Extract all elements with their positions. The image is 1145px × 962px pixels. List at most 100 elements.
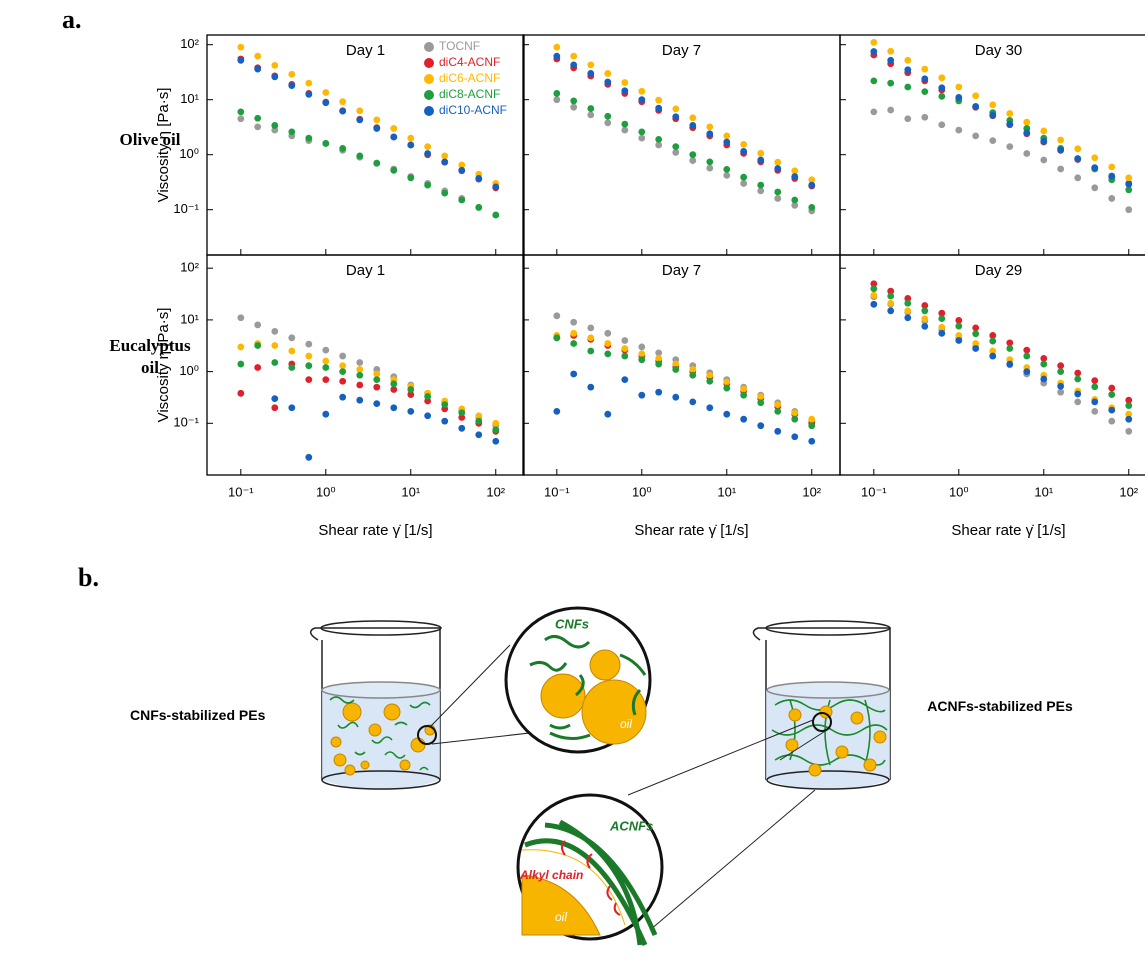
point: [604, 112, 612, 120]
point: [723, 378, 731, 386]
point: [989, 332, 997, 339]
point: [1040, 156, 1048, 164]
chain-label: Alkyl chain: [519, 868, 583, 882]
point: [689, 151, 697, 159]
point: [638, 96, 646, 104]
point: [604, 329, 612, 337]
point: [1006, 345, 1014, 352]
point: [1023, 150, 1031, 157]
point: [458, 161, 466, 169]
y-tick-label: 10⁰: [179, 146, 199, 161]
plot-frame: [206, 254, 525, 476]
point: [955, 83, 963, 91]
point: [254, 364, 262, 371]
point: [1006, 339, 1014, 347]
point: [475, 431, 483, 439]
point: [254, 321, 262, 329]
point: [672, 113, 680, 121]
point: [638, 134, 646, 142]
point: [587, 70, 595, 77]
point: [1125, 174, 1133, 182]
point: [723, 410, 731, 418]
point: [740, 415, 748, 423]
point: [740, 391, 748, 399]
point: [655, 104, 663, 112]
point: [492, 183, 500, 191]
point: [373, 370, 381, 378]
point: [1108, 406, 1116, 414]
point: [904, 66, 912, 74]
point: [774, 158, 782, 166]
legend-label: TOCNF: [439, 39, 480, 53]
point: [1125, 410, 1133, 418]
zoom-line: [429, 644, 511, 728]
plot-frame: [839, 254, 1145, 476]
point: [1074, 398, 1082, 406]
point: [553, 334, 561, 342]
panel-label: a.: [62, 5, 82, 34]
point: [757, 149, 765, 157]
point: [553, 90, 561, 97]
point: [1091, 377, 1099, 384]
point: [1108, 391, 1116, 398]
point: [904, 299, 912, 307]
x-tick-label: 10⁻¹: [861, 484, 887, 499]
point: [1125, 427, 1133, 435]
point: [904, 115, 912, 123]
point: [938, 74, 946, 82]
point: [356, 396, 364, 404]
legend-marker: [424, 74, 434, 84]
point: [870, 108, 878, 116]
point: [339, 368, 347, 375]
point: [305, 90, 313, 98]
point: [723, 172, 731, 179]
point: [475, 175, 483, 182]
point: [706, 164, 714, 172]
point: [757, 187, 765, 195]
point: [757, 181, 765, 189]
point: [271, 327, 279, 335]
point: [339, 352, 347, 360]
legend-label: diC8-ACNF: [439, 87, 500, 101]
point: [390, 125, 398, 132]
point: [723, 138, 731, 146]
point: [1091, 383, 1099, 391]
point: [604, 350, 612, 358]
x-axis-label: Shear rate γ̇ [1/s]: [318, 522, 432, 539]
point: [638, 343, 646, 351]
y-tick-label: 10⁰: [179, 363, 199, 378]
point: [955, 316, 963, 324]
panel-title: Day 1: [346, 42, 385, 59]
point: [390, 386, 398, 393]
point: [441, 189, 449, 197]
point: [373, 159, 381, 167]
point: [655, 349, 663, 357]
point: [989, 337, 997, 345]
point: [621, 345, 629, 352]
point: [1074, 369, 1082, 377]
point: [955, 94, 963, 101]
point: [553, 96, 561, 104]
point: [706, 404, 714, 412]
point: [706, 130, 714, 138]
point: [1074, 390, 1082, 398]
point: [638, 356, 646, 364]
point: [1006, 360, 1014, 368]
legend-marker: [424, 58, 434, 68]
point: [407, 386, 415, 393]
point: [271, 359, 279, 366]
point: [441, 158, 449, 166]
point: [655, 96, 663, 104]
point: [638, 350, 646, 358]
point: [689, 157, 697, 165]
point: [1040, 137, 1048, 145]
point: [1023, 118, 1031, 126]
panel-title: Day 1: [346, 262, 385, 279]
panel-title: Day 7: [662, 42, 701, 59]
point: [638, 391, 646, 399]
point: [553, 312, 561, 320]
point: [989, 101, 997, 109]
point: [407, 174, 415, 182]
x-axis-label: Shear rate γ̇ [1/s]: [951, 522, 1065, 539]
